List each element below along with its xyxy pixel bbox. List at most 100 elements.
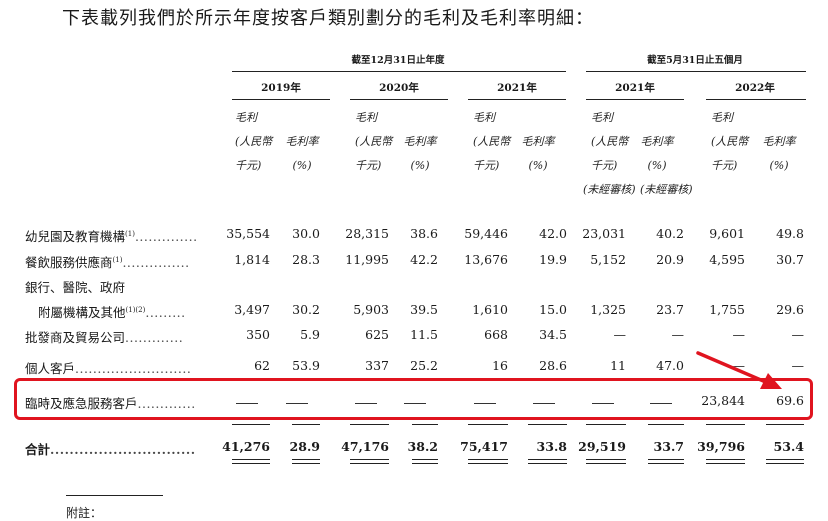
group-header-five-months: 截至5月31日止五個月 — [647, 55, 743, 66]
table-cell: 29.6 — [776, 302, 804, 317]
table-cell: 40.2 — [656, 226, 684, 241]
total-double-rule — [292, 459, 320, 464]
table-cell: 625 — [365, 327, 389, 342]
col-header-gross-profit: 千元) — [473, 159, 500, 172]
leader-dots: ......... — [145, 305, 186, 320]
table-cell: — — [613, 327, 627, 342]
table-cell: — — [791, 327, 805, 342]
year-header-2021: 2021年 — [497, 82, 537, 94]
table-cell: 20.9 — [656, 252, 684, 267]
col-header-margin: (%) — [292, 159, 312, 172]
col-header-margin: (%) — [647, 159, 667, 172]
subtotal-rule — [350, 424, 389, 425]
col-header-margin: (%) — [769, 159, 789, 172]
table-cell: 13,676 — [464, 252, 508, 267]
highlight-box — [14, 378, 813, 420]
subtotal-rule — [648, 424, 684, 425]
table-cell: 59,446 — [464, 226, 508, 241]
col-header-margin: (%) — [410, 159, 430, 172]
col-header-gross-profit: 毛利 — [711, 111, 733, 124]
table-cell: 28.6 — [539, 358, 567, 373]
table-cell: 11.5 — [410, 327, 438, 342]
empty-dash — [236, 403, 258, 404]
year-rule — [586, 99, 684, 100]
table-cell: 42.2 — [410, 252, 438, 267]
footnote-rule — [66, 495, 163, 496]
col-header-gross-profit: (人民幣 — [711, 135, 749, 148]
year-header-2019: 2019年 — [261, 82, 301, 94]
total-double-rule — [412, 459, 438, 464]
empty-dash — [650, 403, 672, 404]
row-label-text: 個人客戶 — [25, 361, 76, 376]
leader-dots: ............. — [137, 396, 196, 411]
col-header-margin: 毛利率 — [285, 135, 319, 148]
total-double-rule — [468, 459, 508, 464]
table-cell: 1,325 — [590, 302, 626, 317]
total-double-rule — [528, 459, 567, 464]
year-header-2020: 2020年 — [379, 82, 419, 94]
row-label-text: 臨時及應急服務客戶 — [25, 396, 138, 411]
table-cell: 30.7 — [776, 252, 804, 267]
col-header-gross-profit: 千元) — [235, 159, 262, 172]
total-double-rule — [586, 459, 626, 464]
year-rule — [468, 99, 566, 100]
total-double-rule — [766, 459, 804, 464]
table-cell: 35,554 — [226, 226, 270, 241]
col-header-gross-profit: (人民幣 — [473, 135, 511, 148]
col-header-gross-profit: 千元) — [355, 159, 382, 172]
group-rule-five-months — [586, 71, 806, 72]
table-cell: 337 — [365, 358, 389, 373]
leader-dots: ............. — [125, 330, 184, 345]
table-cell: 42.0 — [539, 226, 567, 241]
subtotal-rule — [468, 424, 508, 425]
col-header-gross-profit: (人民幣 — [235, 135, 273, 148]
leader-dots: .......................... — [75, 361, 192, 376]
table-cell: — — [791, 358, 805, 373]
total-cell: 38.2 — [407, 439, 438, 454]
total-cell: 33.8 — [536, 439, 567, 454]
table-cell: 1,610 — [472, 302, 508, 317]
leader-dots: .............................. — [50, 442, 196, 457]
leader-dots: ............... — [122, 255, 190, 270]
total-cell: 39,796 — [697, 439, 745, 454]
col-header-gross-profit: 千元) — [711, 159, 738, 172]
col-header-margin: 毛利率 — [521, 135, 555, 148]
footnote-ref: (1)(2) — [125, 305, 146, 314]
total-cell: 53.4 — [773, 439, 804, 454]
table-cell: 15.0 — [539, 302, 567, 317]
subtotal-rule — [292, 424, 320, 425]
col-header-gross-profit: 毛利 — [473, 111, 495, 124]
subtotal-rule — [412, 424, 438, 425]
row-label: 幼兒園及教育機構(1).............. — [25, 226, 198, 245]
table-cell: 39.5 — [410, 302, 438, 317]
year-rule — [350, 99, 448, 100]
table-cell: — — [671, 327, 685, 342]
annotation-arrow — [696, 351, 782, 389]
total-double-rule — [648, 459, 684, 464]
col-header-margin: (%) — [528, 159, 548, 172]
table-cell: 1,755 — [709, 302, 745, 317]
empty-dash — [474, 403, 496, 404]
table-cell: 53.9 — [292, 358, 320, 373]
total-cell: 28.9 — [289, 439, 320, 454]
row-label: 餐飲服務供應商(1)............... — [25, 252, 190, 271]
table-cell: 11,995 — [345, 252, 389, 267]
total-cell: 29,519 — [578, 439, 626, 454]
table-cell: 5,903 — [353, 302, 389, 317]
table-cell: 11 — [610, 358, 626, 373]
table-cell: — — [732, 327, 746, 342]
total-cell: 75,417 — [460, 439, 508, 454]
subtotal-rule — [586, 424, 626, 425]
total-cell: 41,276 — [222, 439, 270, 454]
table-cell: 49.8 — [776, 226, 804, 241]
total-cell: 33.7 — [653, 439, 684, 454]
total-double-rule — [232, 459, 270, 464]
row-label: 臨時及應急服務客戶............. — [25, 393, 196, 412]
col-header-margin: 毛利率 — [762, 135, 796, 148]
row-label-text: 餐飲服務供應商 — [25, 255, 113, 270]
footnote-ref: (1) — [125, 229, 135, 238]
empty-dash — [355, 403, 377, 404]
table-cell: 30.0 — [292, 226, 320, 241]
leader-dots: .............. — [134, 229, 198, 244]
row-label: 附屬機構及其他(1)(2)......... — [38, 302, 186, 321]
